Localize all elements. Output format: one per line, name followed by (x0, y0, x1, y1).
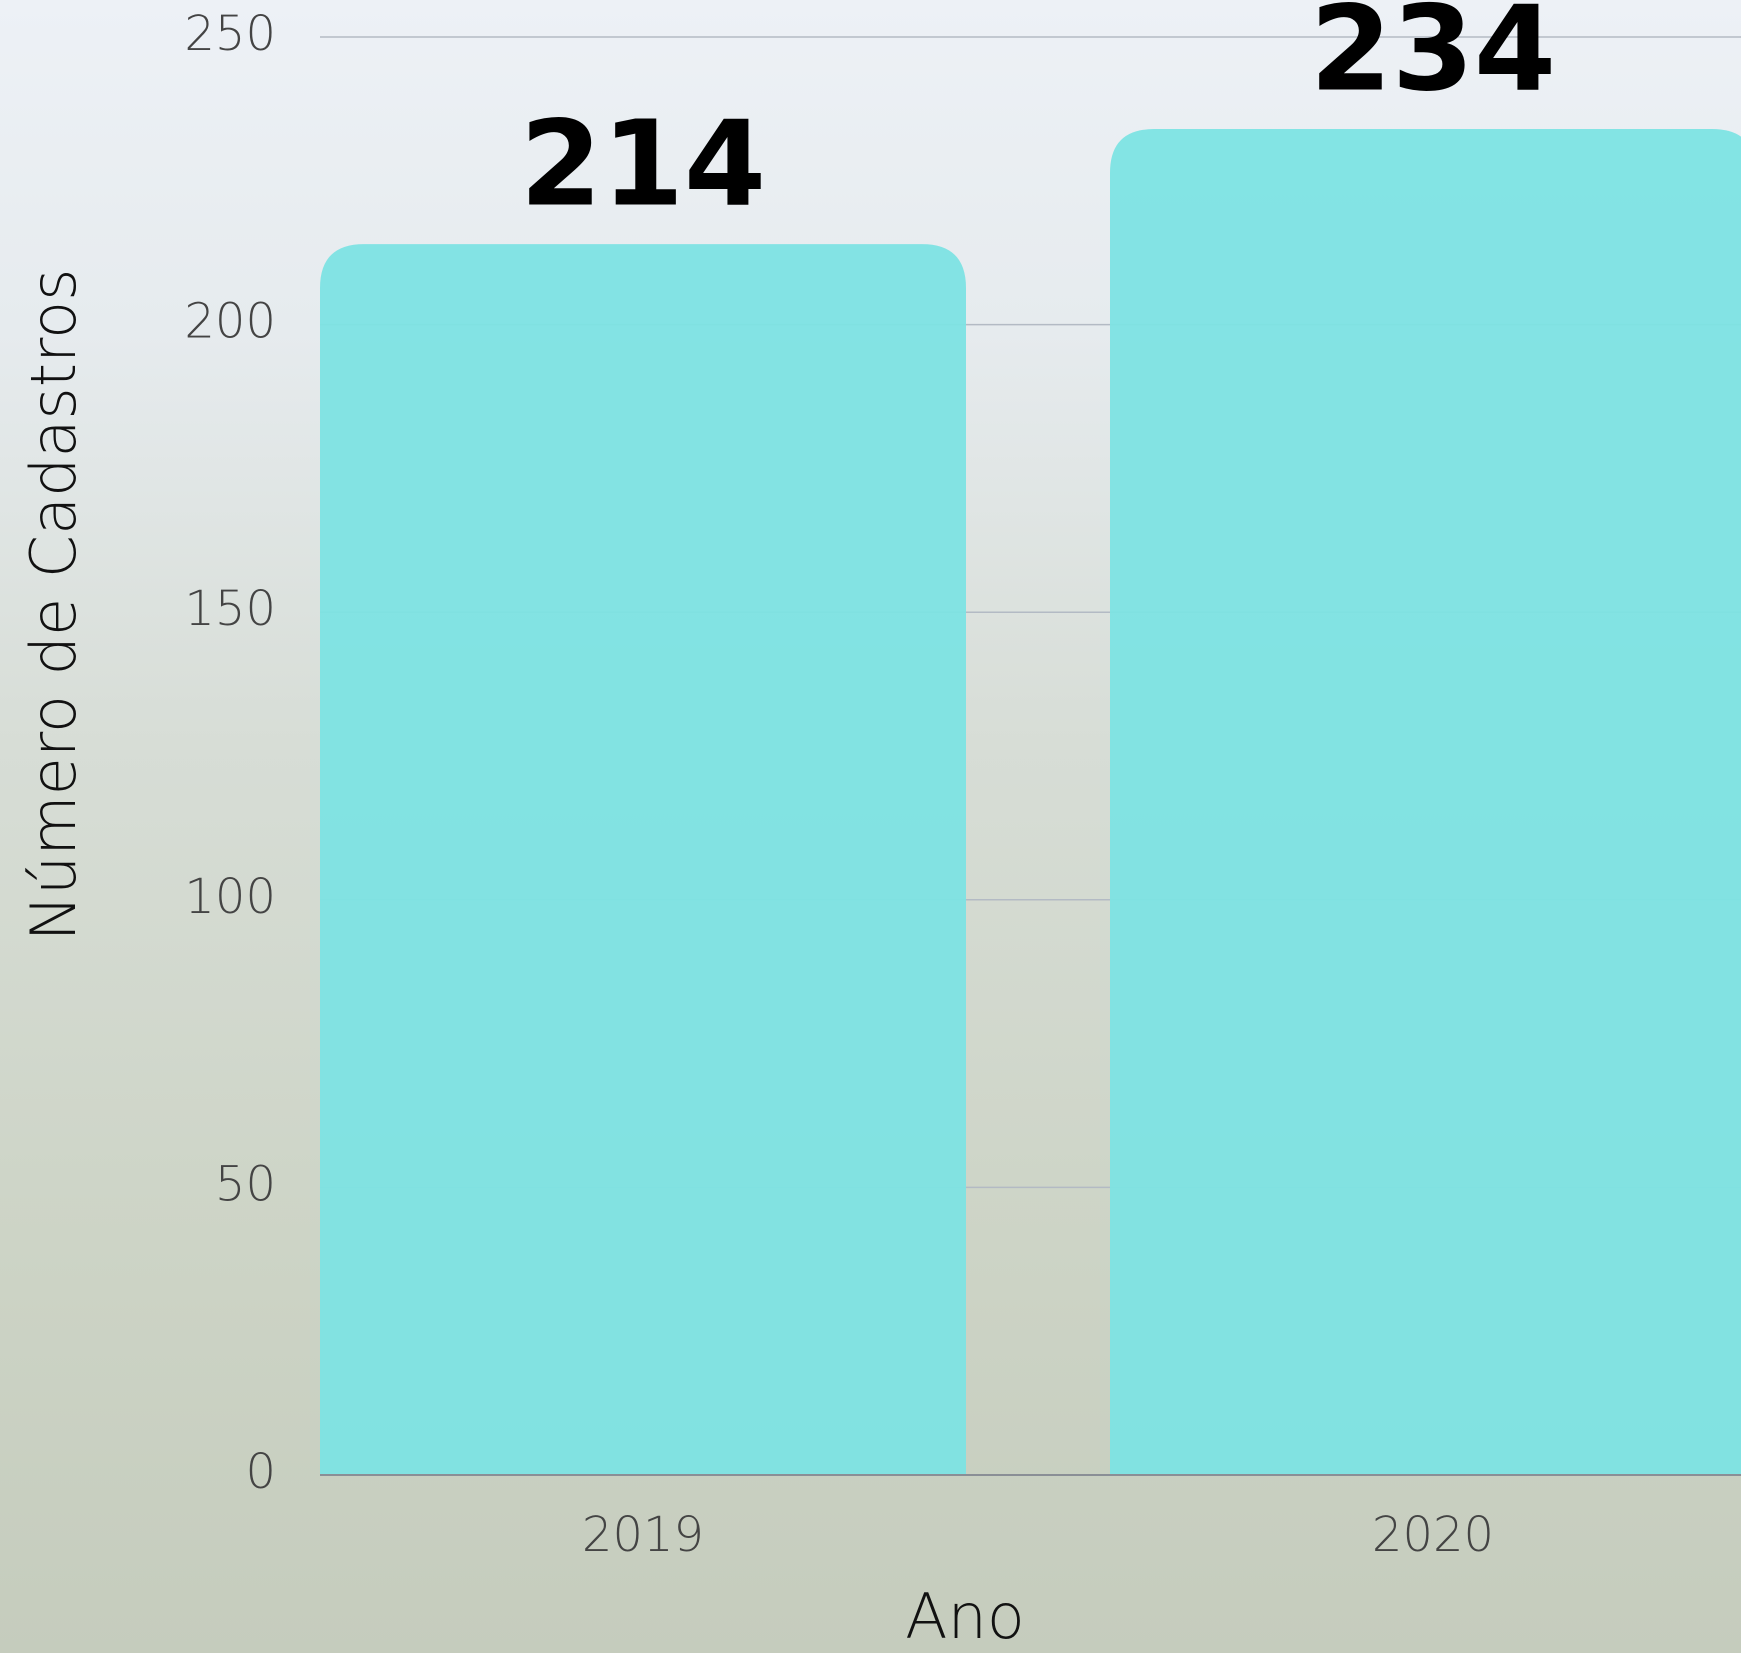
y-tick-label: 0 (245, 1444, 276, 1500)
bar (1110, 129, 1741, 1475)
value-label: 214 (520, 94, 766, 232)
y-tick-label: 150 (184, 581, 276, 637)
x-tick-label: 2019 (582, 1507, 704, 1563)
y-tick-label: 200 (184, 294, 276, 350)
x-tick-label: 2020 (1372, 1507, 1494, 1563)
x-axis-title: Ano (905, 1580, 1025, 1653)
value-label: 234 (1310, 0, 1556, 117)
y-tick-label: 100 (184, 869, 276, 925)
y-axis-title: Número de Cadastros (17, 269, 90, 942)
y-tick-label: 250 (184, 6, 276, 62)
y-tick-label: 50 (215, 1156, 276, 1212)
bar (320, 244, 966, 1475)
